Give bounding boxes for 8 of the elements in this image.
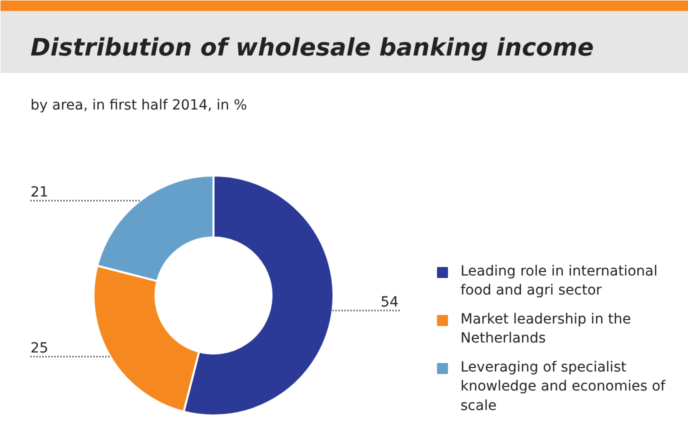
data-label: 54 [380,294,399,311]
legend-label: Market leadership in the Netherlands [460,312,631,347]
chart-subtitle: by area, in first half 2014, in % [30,98,248,114]
legend-label: Leading role in international food and agri sector [460,264,658,299]
data-label: 21 [30,184,48,201]
data-label: 25 [30,340,48,357]
legend-label: Leveraging of specialist knowledge and economies of scale [460,360,666,414]
chart-title: Distribution of wholesale banking income [30,34,594,62]
